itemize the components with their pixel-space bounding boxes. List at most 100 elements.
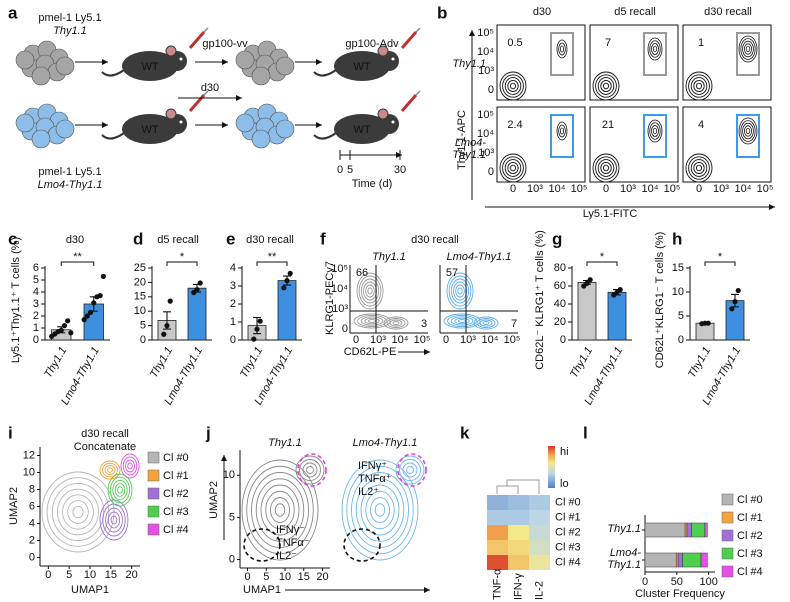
y-tick-label: 80 xyxy=(554,262,566,274)
y-tick-label: 0 xyxy=(678,334,684,346)
mouse-ear xyxy=(165,45,177,57)
significance-bracket xyxy=(704,261,736,266)
y-axis-label: UMAP2 xyxy=(8,487,20,525)
bar-segment xyxy=(682,552,702,568)
contour xyxy=(507,79,519,93)
heatmap-cell xyxy=(487,540,508,555)
contour xyxy=(341,459,419,561)
contour xyxy=(109,476,131,504)
contour xyxy=(367,319,377,323)
annotation: TNFα⁺ xyxy=(358,473,392,485)
legend-label: Cl #2 xyxy=(163,488,189,500)
y-tick-label: 6 xyxy=(33,262,39,274)
contour xyxy=(406,466,414,474)
y-tick-label: 5 xyxy=(678,310,684,322)
label: pmel-1 Ly5.1 xyxy=(38,12,101,24)
heatmap-cell xyxy=(529,495,550,510)
x-tick-label: 15 xyxy=(105,569,117,581)
host-label: WT xyxy=(141,61,158,73)
y-tick-label: 10⁵ xyxy=(477,109,494,121)
contour xyxy=(509,164,517,172)
contour xyxy=(110,515,118,525)
mouse-body xyxy=(122,114,178,144)
contour xyxy=(651,43,659,55)
panel-title: d30 recall xyxy=(81,428,129,440)
label: Lmo4-Thy1.1 xyxy=(38,179,103,191)
contour xyxy=(265,490,295,530)
cell xyxy=(235,113,255,133)
contour xyxy=(270,497,290,523)
row-label: Cl #2 xyxy=(555,526,581,538)
contour xyxy=(649,122,661,140)
panel-title: d30 recall xyxy=(411,234,459,246)
contour xyxy=(695,164,703,172)
contour xyxy=(62,494,94,530)
contour xyxy=(357,314,387,328)
contour xyxy=(104,465,116,475)
panel-label: b xyxy=(437,3,447,22)
data-point xyxy=(251,336,257,342)
cell xyxy=(15,113,35,133)
significance: * xyxy=(180,251,185,263)
contour xyxy=(688,74,710,98)
host-label: WT xyxy=(353,61,370,73)
x-tick-label: 10⁴ xyxy=(392,334,409,346)
legend-label: Cl #0 xyxy=(163,452,189,464)
heatmap-cell xyxy=(529,555,550,570)
contour xyxy=(299,459,321,481)
y-tick-label: Thy1.1 xyxy=(607,523,641,535)
chart-title: d30 xyxy=(66,234,84,246)
column-label: IL-2 xyxy=(533,581,545,600)
contour xyxy=(355,478,405,542)
contour xyxy=(499,153,527,183)
data-point xyxy=(68,330,74,336)
gate xyxy=(736,114,760,158)
contour xyxy=(125,459,135,473)
x-tick-label: 50 xyxy=(671,576,683,588)
data-point xyxy=(617,287,623,293)
y-tick-label: 10 xyxy=(23,466,35,478)
data-point xyxy=(87,309,94,315)
y-tick-label: 20 xyxy=(134,276,146,288)
y-tick-label: 10⁴ xyxy=(477,128,494,140)
contour xyxy=(559,45,565,53)
contour xyxy=(558,124,566,138)
x-tick-label: Thy1.1 xyxy=(238,345,265,380)
y-tick-label: 0 xyxy=(29,551,35,563)
y-tick-label: 0 xyxy=(230,334,236,346)
cell xyxy=(251,129,271,149)
contour xyxy=(685,71,713,101)
bar xyxy=(277,280,297,341)
legend-label: Cl #2 xyxy=(737,530,763,542)
legend-swatch xyxy=(147,469,160,482)
y-axis-label: CD62L⁻ KLRG1⁺ T cells (%) xyxy=(534,230,546,370)
label: Thy1.1 xyxy=(53,25,87,37)
mouse-ear xyxy=(165,108,177,120)
legend-swatch xyxy=(721,529,734,542)
data-point xyxy=(281,285,287,291)
data-point xyxy=(65,318,71,324)
gate xyxy=(736,32,760,76)
contour xyxy=(745,127,751,134)
contour xyxy=(447,314,477,328)
plot-frame xyxy=(682,106,772,183)
data-point xyxy=(161,331,167,337)
plot-frame xyxy=(496,106,586,183)
legend-label: Cl #3 xyxy=(737,548,763,560)
cell xyxy=(31,129,51,149)
data-point xyxy=(91,300,97,306)
x-tick-label: 20 xyxy=(126,569,138,581)
contour xyxy=(688,156,710,180)
contour xyxy=(399,459,421,481)
significance-bracket xyxy=(60,261,95,266)
contour xyxy=(651,125,659,137)
y-tick-label: 4 xyxy=(230,262,236,274)
y-tick-label: 0 xyxy=(488,84,494,96)
x-tick-label: 5 xyxy=(263,571,269,583)
contour xyxy=(647,119,663,143)
annotation: IL2⁺ xyxy=(358,486,379,498)
contour xyxy=(295,455,325,485)
timeline-tick-label: 5 xyxy=(347,164,353,176)
panel-title: Concatenate xyxy=(74,441,136,453)
contour xyxy=(597,159,615,177)
